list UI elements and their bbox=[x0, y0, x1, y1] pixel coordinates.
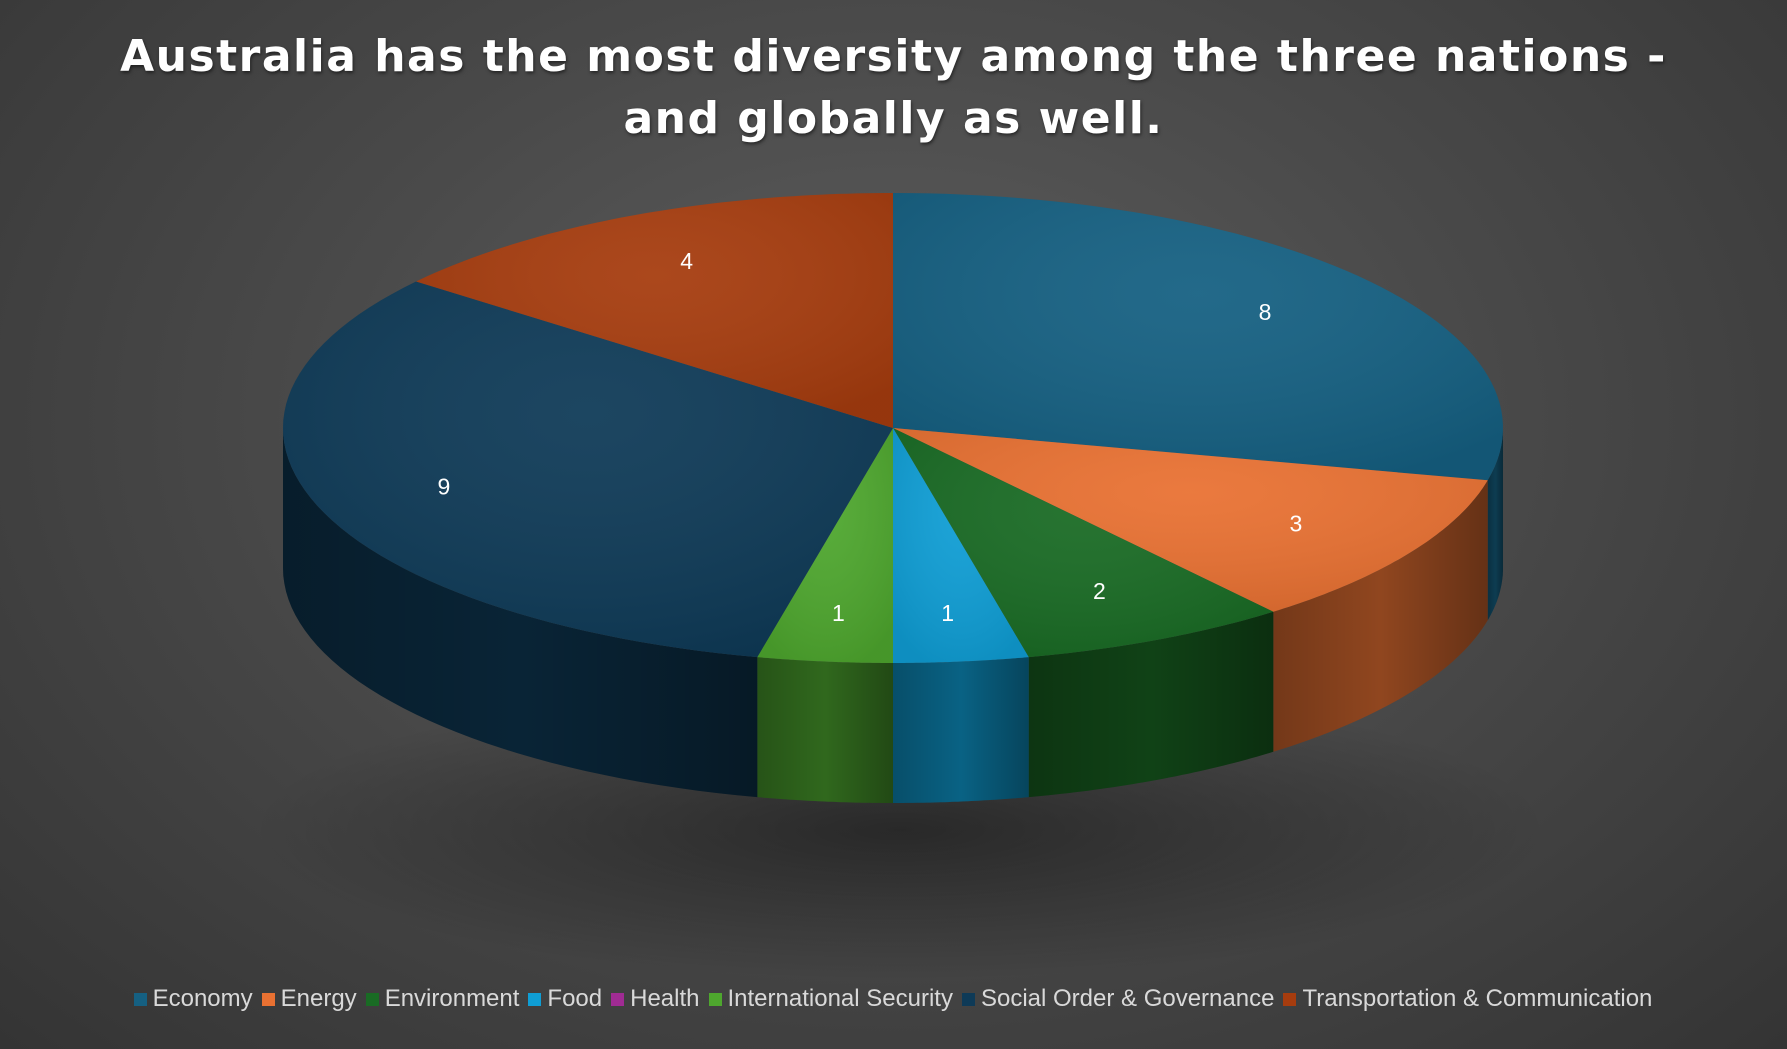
legend-swatch-economy bbox=[133, 992, 147, 1006]
data-label-social-order-governance: 9 bbox=[438, 474, 451, 500]
legend-swatch-international-security bbox=[708, 992, 722, 1006]
legend-item-environment[interactable]: Environment bbox=[365, 985, 520, 1013]
pie-slice-shade bbox=[893, 193, 1503, 481]
pie-side-shade bbox=[757, 657, 893, 803]
pie-side-shade bbox=[1273, 480, 1488, 752]
pie-slice-shade bbox=[283, 281, 893, 658]
legend-item-food[interactable]: Food bbox=[528, 985, 602, 1013]
pie-side-shade bbox=[893, 657, 1029, 803]
legend-item-economy[interactable]: Economy bbox=[133, 985, 253, 1013]
pie-side-shade bbox=[1487, 428, 1503, 621]
data-label-economy: 8 bbox=[1259, 299, 1272, 325]
data-label-energy: 3 bbox=[1290, 511, 1303, 537]
legend-label-transportation-communication: Transportation & Communication bbox=[1302, 985, 1653, 1012]
legend-label-health: Health bbox=[630, 985, 700, 1012]
legend-label-social-order-governance: Social Order & Governance bbox=[980, 985, 1275, 1012]
legend-item-social-order-governance[interactable]: Social Order & Governance bbox=[961, 985, 1275, 1013]
data-label-transportation-communication: 4 bbox=[680, 248, 693, 274]
legend-label-international-security: International Security bbox=[727, 985, 953, 1012]
pie-slice-shade bbox=[893, 428, 1488, 612]
chart-title-line-1: Australia has the most diversity among t… bbox=[120, 31, 1667, 82]
legend-item-health[interactable]: Health bbox=[611, 985, 700, 1013]
pie-slice-shade bbox=[416, 193, 893, 428]
legend-swatch-food bbox=[528, 992, 542, 1006]
chart-title-line-2: and globally as well. bbox=[623, 93, 1164, 144]
legend-item-international-security[interactable]: International Security bbox=[708, 985, 953, 1013]
data-label-environment: 2 bbox=[1093, 578, 1106, 604]
chart-title: Australia has the most diversity among t… bbox=[0, 26, 1787, 150]
pie-slice-shade bbox=[893, 428, 1274, 658]
chart-legend: Economy Energy Environment Food Health Intern… bbox=[0, 985, 1787, 1013]
pie-data-labels: 8 3 2 1 1 9 4 bbox=[438, 248, 1303, 626]
legend-swatch-transportation-communication bbox=[1283, 992, 1297, 1006]
legend-label-energy: Energy bbox=[280, 985, 357, 1012]
pie-side-shade bbox=[283, 428, 758, 798]
data-label-international-security: 1 bbox=[832, 600, 845, 626]
pie-slice-shade bbox=[757, 428, 893, 663]
legend-swatch-health bbox=[611, 992, 625, 1006]
legend-label-economy: Economy bbox=[152, 985, 253, 1012]
legend-label-environment: Environment bbox=[384, 985, 520, 1012]
legend-swatch-social-order-governance bbox=[961, 992, 975, 1006]
pie-side-walls bbox=[283, 428, 1503, 803]
data-label-food: 1 bbox=[941, 600, 954, 626]
legend-item-transportation-communication[interactable]: Transportation & Communication bbox=[1283, 985, 1652, 1013]
legend-swatch-energy bbox=[261, 992, 275, 1006]
pie-slice-shade bbox=[893, 428, 1029, 663]
legend-swatch-environment bbox=[365, 992, 379, 1006]
pie-side-shade bbox=[1028, 611, 1274, 798]
legend-item-energy[interactable]: Energy bbox=[261, 985, 357, 1013]
pie-top-faces bbox=[283, 193, 1503, 663]
legend-label-food: Food bbox=[547, 985, 603, 1012]
